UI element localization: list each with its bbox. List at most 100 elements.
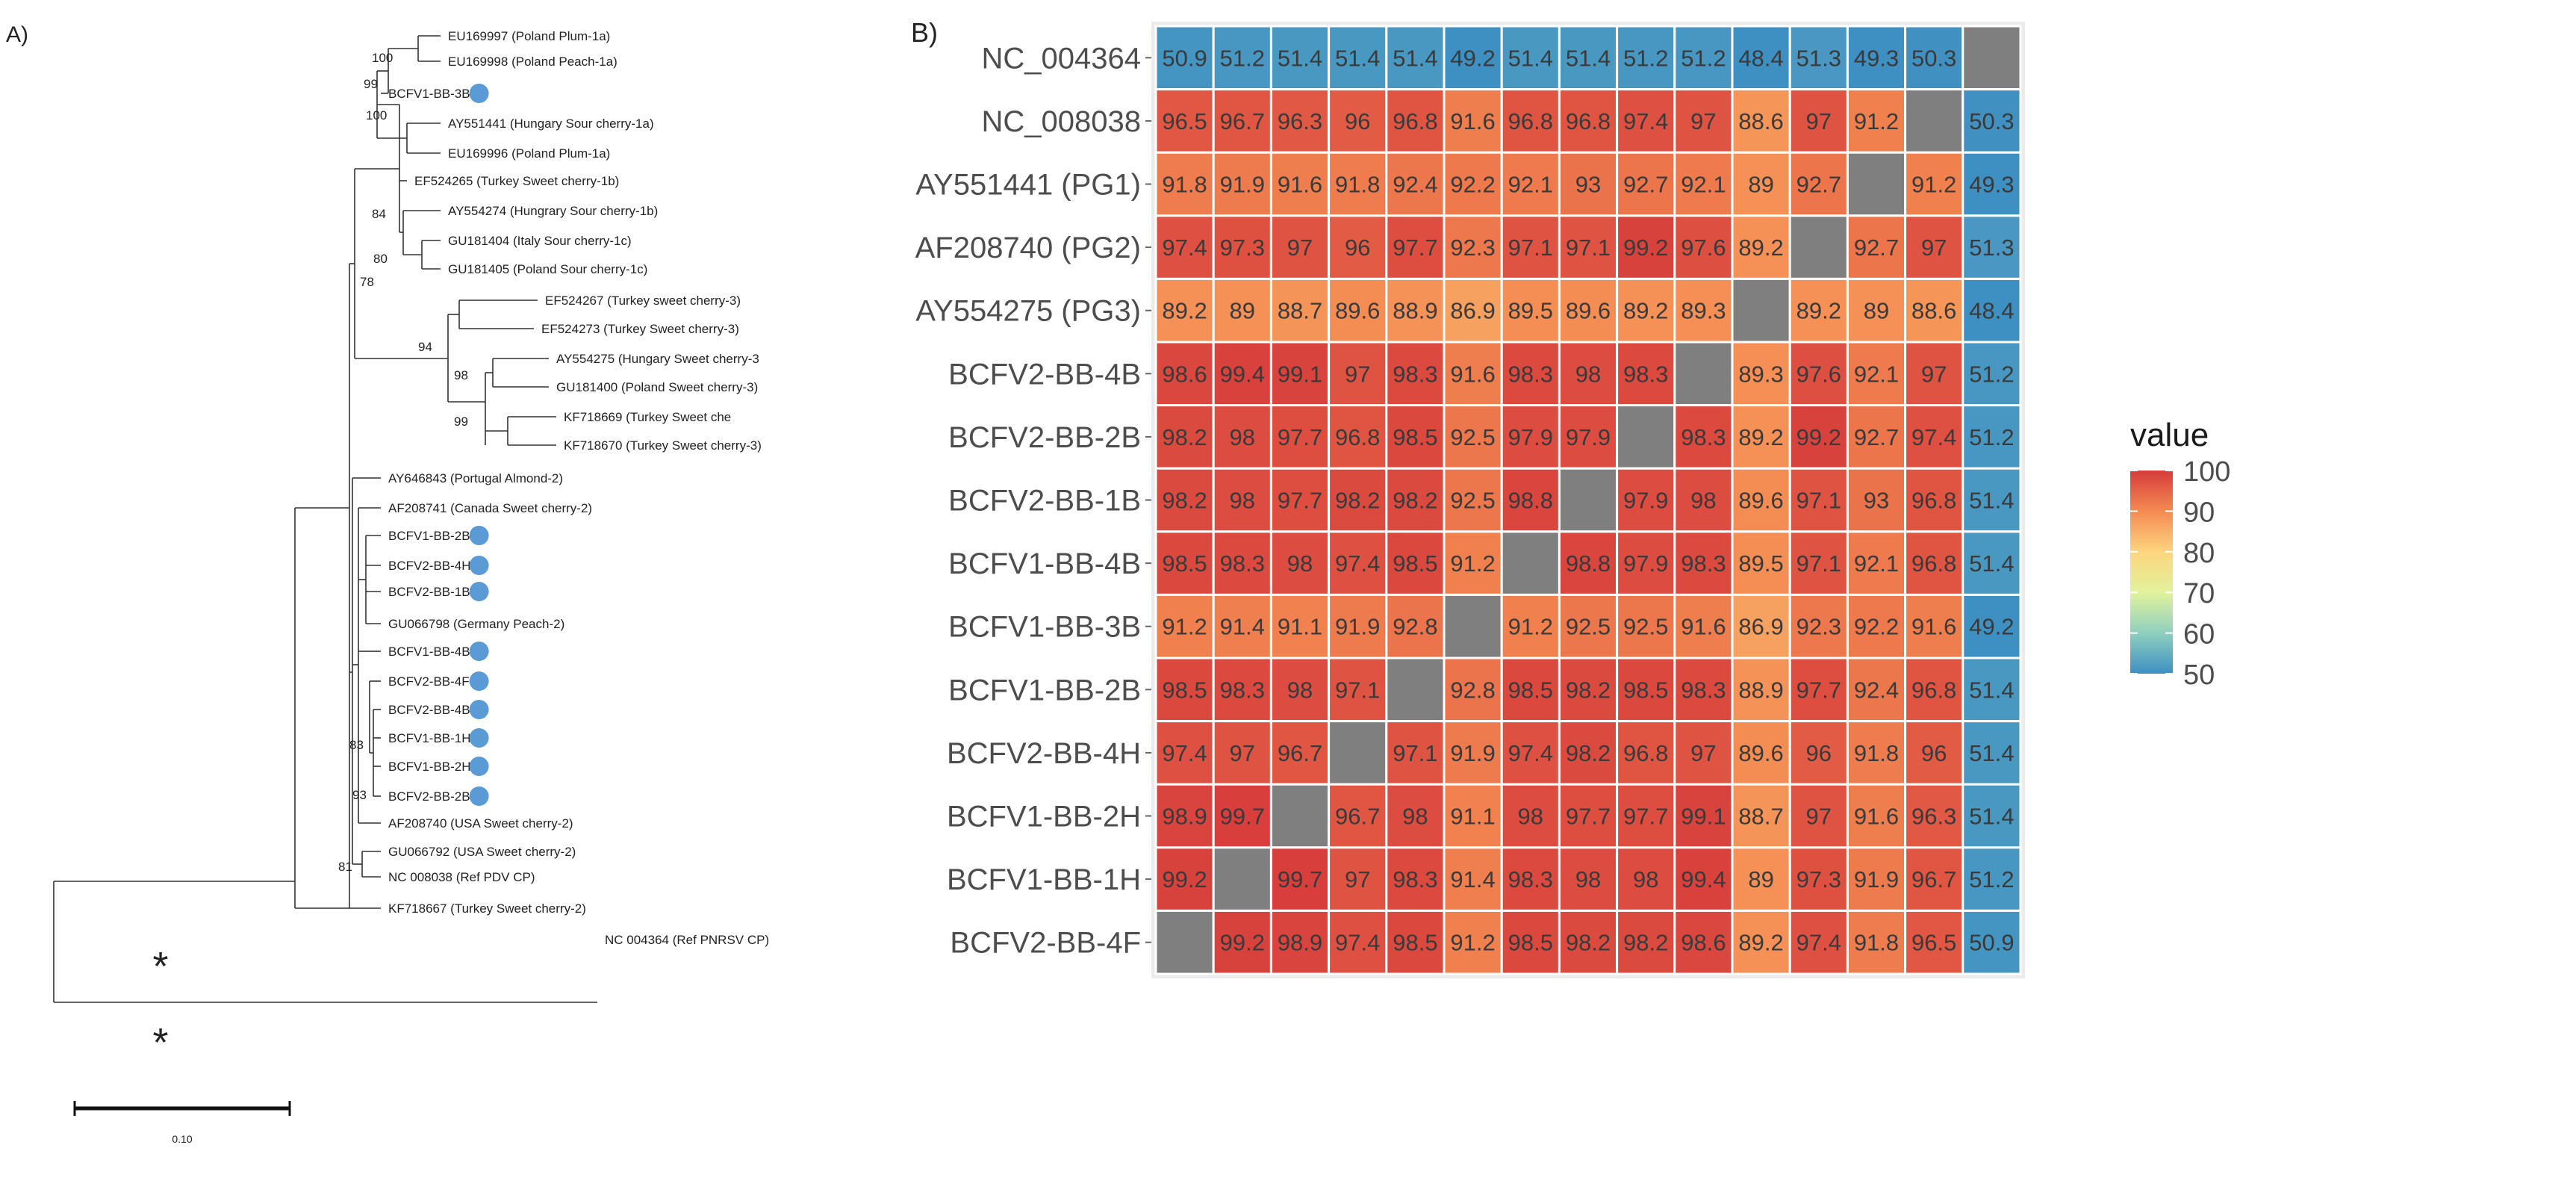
bootstrap-label: 100	[366, 108, 387, 122]
heatmap-cell-value: 99.1	[1681, 804, 1726, 830]
heatmap-cell-value: 49.2	[1450, 45, 1495, 71]
row-label: BCFV1-BB-1H	[947, 863, 1141, 896]
heatmap-cell	[1846, 151, 1907, 217]
scale-bar-label: 0.10	[172, 1133, 192, 1145]
bootstrap-label: 100	[372, 51, 393, 65]
heatmap-cell-value: 97.7	[1623, 804, 1668, 830]
heatmap-cell-value: 98	[1230, 488, 1255, 514]
heatmap-cell-value: 97	[1806, 108, 1832, 134]
tree-leaf-label: AY646843 (Portugal Almond-2)	[388, 471, 563, 485]
heatmap-cell	[1673, 88, 1734, 154]
bootstrap-label: 99	[364, 77, 378, 91]
heatmap-cell	[1673, 277, 1734, 344]
heatmap-cell-value: 96.8	[1566, 108, 1611, 134]
heatmap-cell	[1500, 341, 1561, 407]
heatmap-cell-value: 97.1	[1508, 235, 1553, 261]
heatmap-cell-value: 92.1	[1854, 550, 1899, 577]
heatmap-cell	[1269, 404, 1331, 470]
heatmap-cell	[1673, 404, 1734, 470]
heatmap-cell-value: 50.3	[1911, 45, 1956, 71]
heatmap-cell	[1154, 909, 1215, 975]
heatmap-cell-value: 97.7	[1566, 804, 1611, 830]
heatmap-cell-value: 51.4	[1969, 550, 2014, 577]
heatmap-cell-value: 92.4	[1854, 677, 1899, 703]
heatmap-cell-value: 96.8	[1623, 740, 1668, 766]
heatmap-cell-value: 49.3	[1969, 172, 2014, 198]
heatmap-cell	[1788, 467, 1849, 533]
heatmap-cell-value: 98.9	[1278, 930, 1322, 956]
heatmap-cell	[1500, 593, 1561, 659]
heatmap-cell-value: 98.5	[1508, 930, 1553, 956]
tree-leaf-label: KF718669 (Turkey Sweet che	[564, 410, 731, 424]
heatmap-cell-value: 98.5	[1393, 550, 1437, 577]
heatmap-cell-value: 97.4	[1796, 930, 1841, 956]
significance-asterisk: *	[152, 944, 168, 989]
heatmap-cell	[1788, 720, 1849, 786]
heatmap-cell	[1212, 846, 1272, 912]
sample-marker-dot	[469, 757, 489, 776]
legend-tick-label: 50	[2183, 659, 2215, 691]
bootstrap-label: 99	[454, 415, 468, 429]
heatmap-cell-value: 98.5	[1393, 424, 1437, 450]
heatmap-cell-value: 91.4	[1450, 866, 1495, 893]
heatmap-cell-value: 91.6	[1911, 614, 1956, 640]
heatmap-cell-value: 96.5	[1911, 930, 1956, 956]
heatmap-cell-value: 49.3	[1854, 45, 1899, 71]
heatmap-cell-value: 98.9	[1162, 804, 1207, 830]
tree-leaf-label: EF524265 (Turkey Sweet cherry-1b)	[414, 174, 619, 188]
heatmap-cell-value: 92.2	[1854, 614, 1899, 640]
heatmap-cell-value: 97	[1921, 235, 1947, 261]
heatmap-cell-value: 97	[1690, 740, 1716, 766]
heatmap-cell	[1846, 593, 1907, 659]
heatmap-cell-value: 96.8	[1335, 424, 1380, 450]
heatmap-cell	[1961, 530, 2022, 596]
heatmap-cell	[1558, 88, 1619, 154]
tree-leaf-label: AY554274 (Hungrary Sour cherry-1b)	[448, 204, 658, 218]
legend-tick-label: 70	[2183, 578, 2215, 609]
heatmap-cell	[1154, 25, 1215, 91]
legend-title: value	[2130, 417, 2209, 453]
heatmap-cell-value: 51.4	[1969, 804, 2014, 830]
heatmap-cell-value: 89.5	[1738, 550, 1783, 577]
row-label: BCFV1-BB-2H	[947, 801, 1141, 834]
heatmap-cell-value: 96.7	[1278, 740, 1322, 766]
sample-marker-dot	[469, 728, 489, 748]
sample-marker-dot	[469, 582, 489, 601]
heatmap-cell	[1961, 909, 2022, 975]
heatmap-cell-value: 98.2	[1566, 740, 1611, 766]
heatmap-cell-value: 51.3	[1796, 45, 1841, 71]
heatmap-cell	[1673, 151, 1734, 217]
heatmap-cell	[1500, 530, 1561, 596]
heatmap-cell-value: 93	[1575, 172, 1601, 198]
heatmap-cell-value: 98	[1690, 488, 1716, 514]
color-legend: value 100 90 80 70 60 50	[2130, 417, 2230, 691]
heatmap-cell-value: 97.4	[1623, 108, 1668, 134]
heatmap-cell	[1443, 846, 1503, 912]
heatmap-cell-value: 92.3	[1796, 614, 1841, 640]
heatmap-cell-value: 97.9	[1623, 550, 1668, 577]
heatmap-cell	[1673, 467, 1734, 533]
heatmap-cell-value: 98.3	[1393, 866, 1437, 893]
heatmap-cell-value: 98.2	[1393, 488, 1437, 514]
tree-leaf-label: BCFV1-BB-2B	[388, 529, 470, 543]
heatmap-cell-value: 96.7	[1911, 866, 1956, 893]
heatmap-cell	[1328, 214, 1388, 280]
heatmap-cell	[1443, 404, 1503, 470]
heatmap-cell-value: 97.1	[1566, 235, 1611, 261]
heatmap-cell-value: 92.1	[1681, 172, 1726, 198]
heatmap-cell-value: 98.5	[1508, 677, 1553, 703]
heatmap-cell-value: 89.5	[1508, 298, 1553, 324]
tree-leaf-label: AY554275 (Hungary Sweet cherry-3	[556, 352, 759, 366]
bootstrap-label: 93	[352, 788, 367, 802]
sample-marker-dot	[469, 700, 489, 719]
legend-color-bar	[2130, 471, 2173, 674]
heatmap-cell	[1616, 593, 1676, 659]
heatmap-cell	[1443, 530, 1503, 596]
heatmap-cell-value: 89.6	[1738, 488, 1783, 514]
heatmap-cell-value: 51.4	[1393, 45, 1437, 71]
heatmap-cell-value: 97	[1287, 235, 1313, 261]
heatmap-cell	[1385, 593, 1446, 659]
legend-tick-label: 60	[2183, 619, 2215, 651]
heatmap-cell-value: 49.2	[1969, 614, 2014, 640]
